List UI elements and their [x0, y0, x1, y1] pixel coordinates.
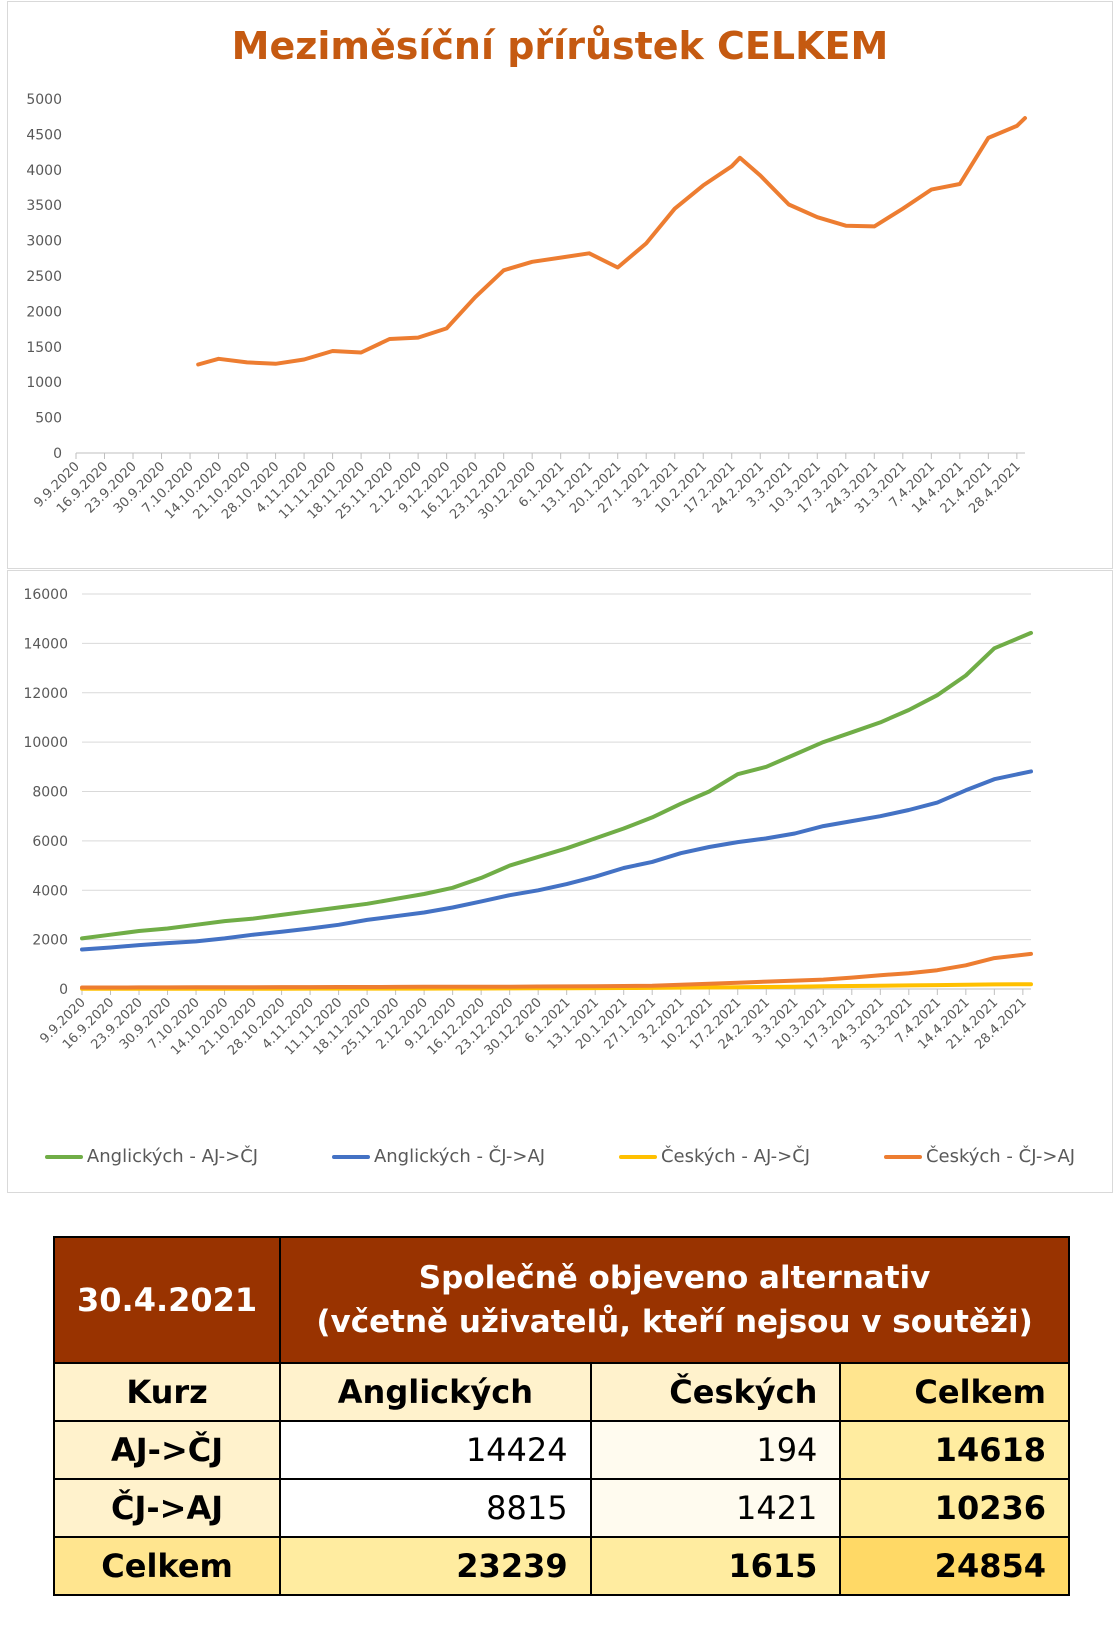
table-heading: Společně objeveno alternativ (včetně uži… [279, 1236, 1070, 1364]
col-celkem: Celkem [839, 1362, 1070, 1422]
y-tick-label: 6000 [32, 834, 68, 850]
y-tick-label: 8000 [32, 785, 68, 801]
series-line [196, 116, 1027, 367]
chart-legend: Anglických - AJ->ČJ Anglických - ČJ->AJ … [8, 1146, 1112, 1167]
cell-celkem: 14618 [839, 1420, 1070, 1480]
cell-ceskych: 1421 [589, 1478, 842, 1538]
monthly-increment-chart: Meziměsíční přírůstek CELKEM 0 500 1000 150… [7, 1, 1113, 569]
y-tick-label: 12000 [23, 686, 68, 702]
legend-swatch [331, 1154, 370, 1159]
legend-item: Anglických - ČJ->AJ [331, 1146, 546, 1167]
legend-swatch [618, 1154, 657, 1159]
cell-anglickych: 8815 [279, 1478, 592, 1538]
y-tick-label: 10000 [23, 735, 68, 751]
y-tick-label: 4500 [26, 127, 62, 143]
y-tick-label: 3000 [26, 234, 62, 250]
y-tick-label: 4000 [26, 163, 62, 179]
y-tick-label: 2000 [32, 933, 68, 949]
legend-item: Anglických - AJ->ČJ [44, 1146, 259, 1167]
cumulative-chart: 0 2000 4000 6000 8000 10000 12000 14000 16000 9.9… [7, 570, 1113, 1193]
y-tick-label: 1500 [26, 340, 62, 356]
cumulative-plot: 02000400060008000100001200014000160009.9… [23, 587, 1033, 1058]
y-tick-label: 500 [35, 411, 62, 427]
cell-celkem: 10236 [839, 1478, 1070, 1538]
column-header-row: Kurz Anglických Českých Celkem [52, 1362, 1070, 1422]
legend-label: Českých - AJ->ČJ [660, 1146, 811, 1167]
cell-celkem: 24854 [839, 1536, 1070, 1596]
y-tick-label: 2500 [26, 269, 62, 285]
table-heading-line1: Společně objeveno alternativ [418, 1260, 931, 1296]
legend-swatch [44, 1154, 83, 1159]
legend-label: Anglických - AJ->ČJ [86, 1146, 259, 1167]
legend-item: Českých - AJ->ČJ [618, 1146, 811, 1167]
row-label: AJ->ČJ [52, 1420, 282, 1480]
chart-title: Meziměsíční přírůstek CELKEM [231, 24, 889, 68]
cell-anglickych: 23239 [279, 1536, 592, 1596]
date-cell: 30.4.2021 [52, 1236, 282, 1364]
table-heading-line2: (včetně uživatelů, kteří nejsou v soutěž… [316, 1304, 1033, 1340]
y-tick-label: 14000 [23, 636, 68, 652]
series-line [80, 951, 1033, 990]
cell-anglickych: 14424 [279, 1420, 592, 1480]
y-tick-label: 0 [59, 982, 68, 998]
legend-label: Anglických - ČJ->AJ [373, 1146, 546, 1167]
table-row: ČJ->AJ 8815 1421 10236 [52, 1478, 1070, 1538]
row-label: Celkem [52, 1536, 282, 1596]
col-kurz: Kurz [52, 1362, 282, 1422]
legend-swatch [883, 1154, 922, 1159]
table-header-row: 30.4.2021 Společně objeveno alternativ (… [52, 1236, 1070, 1364]
row-label: ČJ->AJ [52, 1478, 282, 1538]
col-anglickych: Anglických [279, 1362, 592, 1422]
series-line [80, 769, 1033, 952]
y-tick-label: 1000 [26, 375, 62, 391]
y-tick-label: 5000 [26, 92, 62, 108]
y-tick-label: 2000 [26, 304, 62, 320]
table-row: AJ->ČJ 14424 194 14618 [52, 1420, 1070, 1480]
y-tick-label: 3500 [26, 198, 62, 214]
monthly-increment-plot: 0 500 1000 1500 2000 2500 3000 3500 4000 4500 5000… [26, 92, 1027, 522]
col-ceskych: Českých [589, 1362, 842, 1422]
y-tick-label: 16000 [23, 587, 68, 603]
table-total-row: Celkem 23239 1615 24854 [52, 1536, 1070, 1596]
legend-label: Českých - ČJ->AJ [925, 1146, 1076, 1167]
series-line [80, 630, 1033, 941]
summary-table: 30.4.2021 Společně objeveno alternativ (… [52, 1236, 1070, 1596]
cell-ceskych: 1615 [589, 1536, 842, 1596]
y-tick-label: 0 [53, 446, 62, 462]
cell-ceskych: 194 [589, 1420, 842, 1480]
y-tick-label: 4000 [32, 883, 68, 899]
legend-item: Českých - ČJ->AJ [883, 1146, 1076, 1167]
